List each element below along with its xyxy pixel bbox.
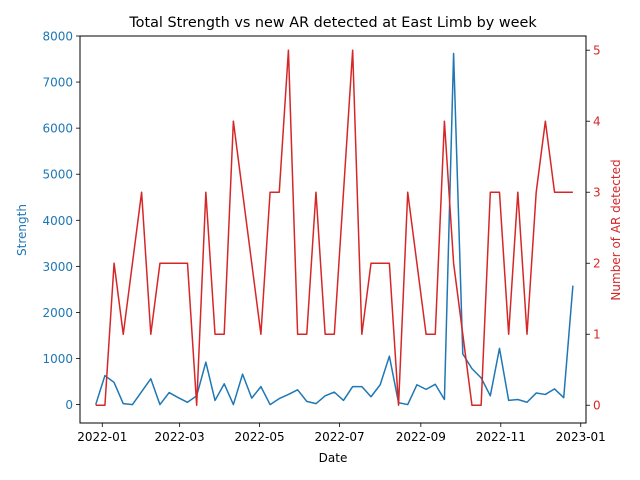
right-y-axis: 0 1 2 3 4 5 [586,44,601,413]
left-y-tick-label: 2000 [42,306,73,320]
x-axis-label: Date [319,451,348,465]
x-tick-label: 2022-07 [314,430,364,444]
right-y-tick-label: 1 [593,328,601,342]
left-y-tick-label: 8000 [42,30,73,44]
left-y-tick-label: 1000 [42,352,73,366]
plot-area [95,49,574,406]
x-tick-label: 2022-11 [476,430,526,444]
right-y-tick-label: 5 [593,44,601,58]
chart-title: Total Strength vs new AR detected at Eas… [128,15,537,31]
x-tick-label: 2022-09 [396,430,446,444]
x-axis: 2022-01 2022-03 2022-05 2022-07 2022-09 2022-… [77,423,606,444]
right-y-axis-label: Number of AR detected [609,159,623,300]
right-y-tick-label: 3 [593,186,601,200]
x-tick-label: 2022-01 [77,430,127,444]
plot-frame [79,35,587,424]
x-tick-label: 2022-05 [235,430,285,444]
x-tick-label: 2023-01 [556,430,606,444]
right-y-tick-label: 4 [593,115,601,129]
left-y-tick-label: 6000 [42,122,73,136]
ar-count-series-line [95,49,573,406]
left-y-tick-label: 7000 [42,76,73,90]
left-y-tick-label: 4000 [42,214,73,228]
strength-series-line [95,52,574,406]
left-y-axis-label: Strength [15,204,29,256]
left-y-tick-label: 3000 [42,260,73,274]
left-y-tick-label: 0 [65,398,73,412]
left-y-tick-label: 5000 [42,168,73,182]
right-y-tick-label: 0 [593,399,601,413]
left-y-axis: 0 1000 2000 3000 4000 5000 6000 7000 8000 [42,30,80,412]
right-y-tick-label: 2 [593,257,601,271]
x-tick-label: 2022-03 [155,430,205,444]
